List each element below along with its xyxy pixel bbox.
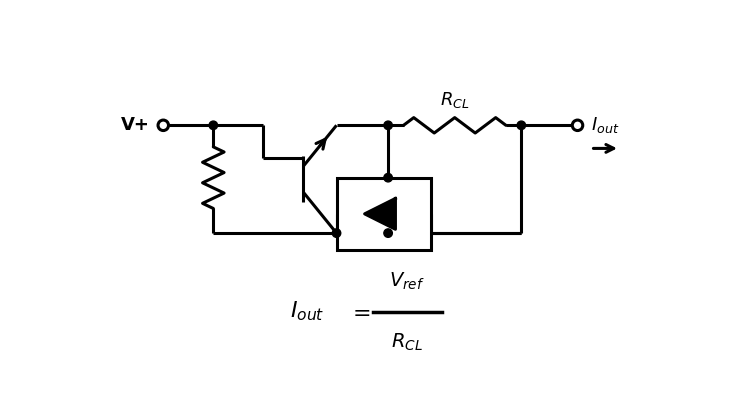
Circle shape: [332, 229, 340, 237]
Text: $I_{out}$: $I_{out}$: [290, 300, 325, 324]
Text: $V_{ref}$: $V_{ref}$: [389, 270, 425, 292]
Circle shape: [384, 173, 392, 182]
Circle shape: [158, 120, 169, 130]
Bar: [337, 178, 431, 250]
Circle shape: [209, 121, 217, 130]
Polygon shape: [365, 198, 396, 229]
Circle shape: [573, 120, 583, 130]
Circle shape: [517, 121, 525, 130]
Text: $I_{out}$: $I_{out}$: [590, 115, 619, 135]
Circle shape: [384, 229, 392, 237]
Text: $R_{CL}$: $R_{CL}$: [440, 90, 469, 110]
Text: $R_{CL}$: $R_{CL}$: [391, 332, 423, 353]
Text: V+: V+: [121, 116, 150, 134]
Text: $=$: $=$: [349, 302, 371, 321]
Circle shape: [384, 121, 392, 130]
